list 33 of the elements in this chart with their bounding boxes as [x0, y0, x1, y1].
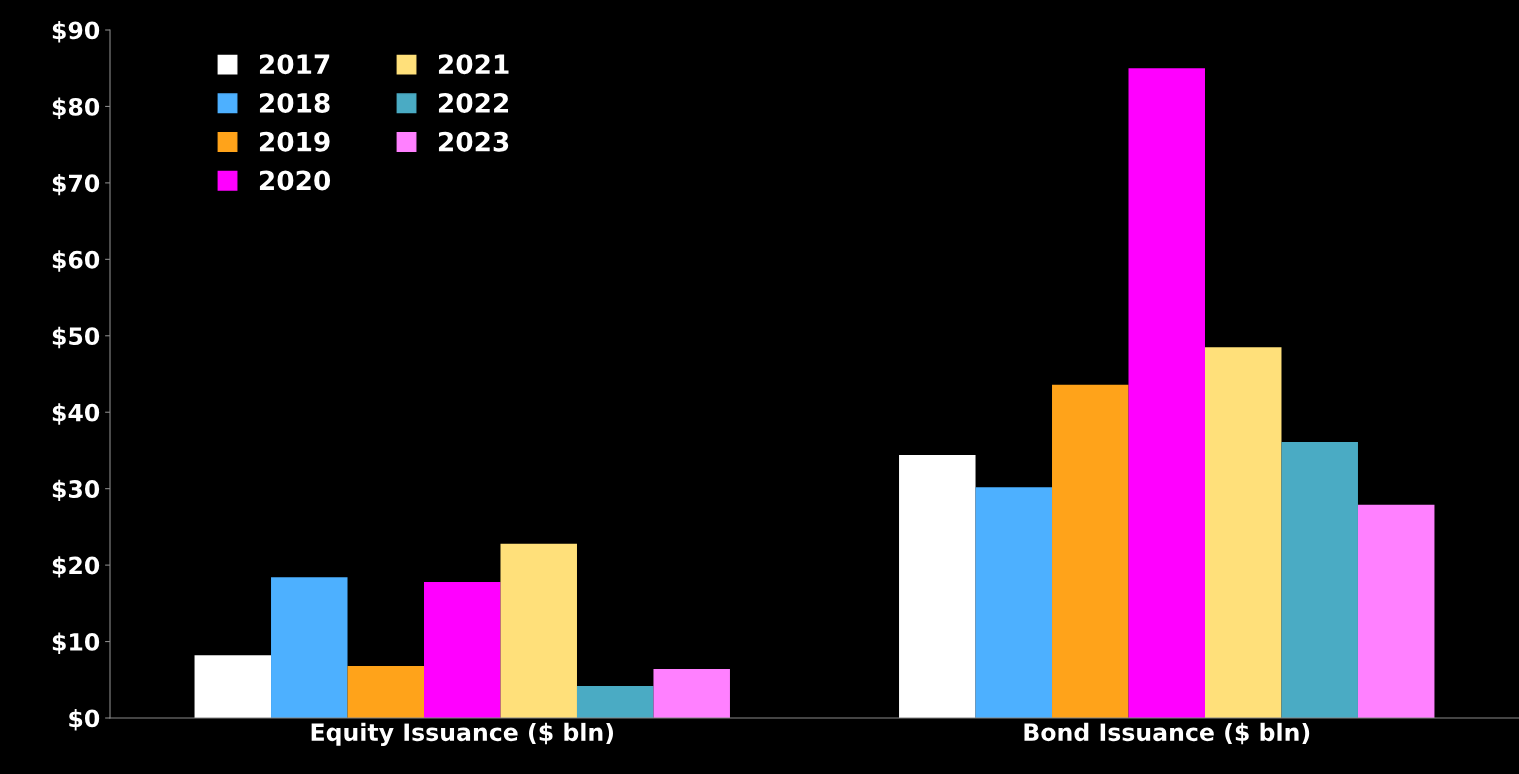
x-tick-label: Bond Issuance ($ bln)	[1024, 722, 1310, 745]
bar	[1128, 68, 1205, 718]
y-tick-label: $20	[52, 556, 100, 578]
legend-label: 2021	[438, 54, 509, 75]
legend-label: 2022	[438, 92, 509, 113]
bar	[576, 685, 654, 718]
legend-label: 2023	[438, 131, 509, 152]
bar	[1052, 384, 1129, 718]
y-tick-label: $60	[52, 250, 100, 272]
y-tick-label: $30	[52, 479, 100, 502]
legend-label: 2019	[259, 131, 330, 152]
legend-label: 2017	[259, 54, 330, 75]
bar	[653, 669, 730, 718]
bar	[347, 666, 425, 718]
y-tick-label: $50	[52, 326, 100, 349]
y-tick-label: $70	[52, 173, 100, 196]
legend-label: 2018	[259, 92, 330, 113]
y-tick-label: $10	[52, 632, 100, 654]
bar	[500, 543, 577, 718]
bar	[1204, 347, 1282, 718]
y-tick-label: $80	[52, 97, 100, 119]
x-tick-label: Equity Issuance ($ bln)	[311, 722, 613, 746]
y-tick-label: $90	[52, 21, 100, 43]
bar	[899, 455, 976, 718]
bar	[1357, 504, 1435, 718]
bar	[271, 577, 348, 718]
bar	[1281, 442, 1358, 718]
bar	[424, 581, 501, 718]
y-tick-label: $40	[52, 403, 100, 425]
y-tick-label: $0	[69, 709, 100, 731]
bar	[975, 487, 1053, 718]
bar	[194, 655, 272, 718]
legend-label: 2020	[259, 170, 331, 191]
